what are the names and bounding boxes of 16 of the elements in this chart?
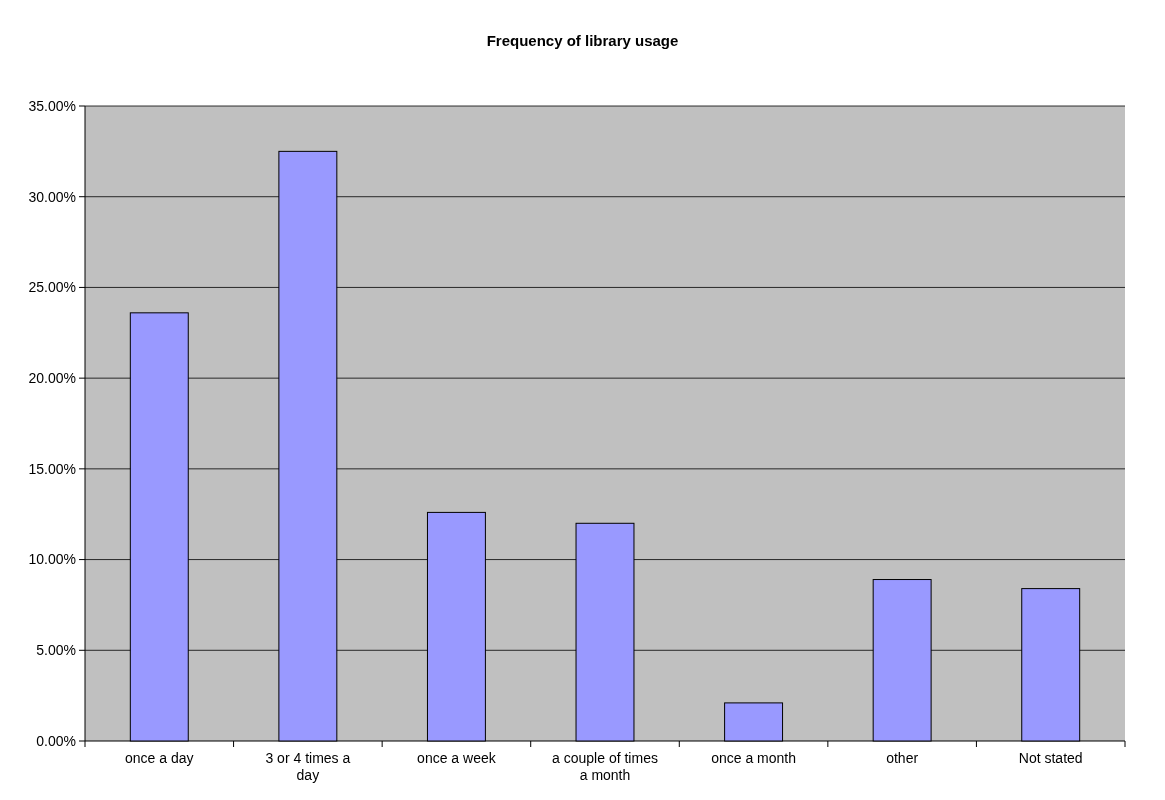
y-tick-label: 35.00% [28, 97, 76, 114]
y-tick-label: 20.00% [28, 370, 76, 387]
x-tick-label: other [886, 750, 919, 766]
x-tick-label: once a month [711, 750, 796, 766]
y-tick-label: 15.00% [28, 460, 76, 477]
x-tick-label: Not stated [1018, 750, 1083, 766]
y-tick-label: 10.00% [28, 551, 76, 568]
x-tick-label: 3 or 4 times a day [265, 750, 351, 783]
x-tick-label: a couple of times a month [552, 750, 658, 783]
y-tick-label: 30.00% [28, 188, 76, 205]
y-tick-label: 0.00% [36, 732, 76, 749]
y-tick-label: 25.00% [28, 279, 76, 296]
x-tick-label: once a week [417, 750, 497, 766]
y-tick-label: 5.00% [36, 642, 76, 659]
x-tick-label: once a day [125, 750, 194, 766]
chart-title: Frequency of library usage [486, 32, 679, 49]
